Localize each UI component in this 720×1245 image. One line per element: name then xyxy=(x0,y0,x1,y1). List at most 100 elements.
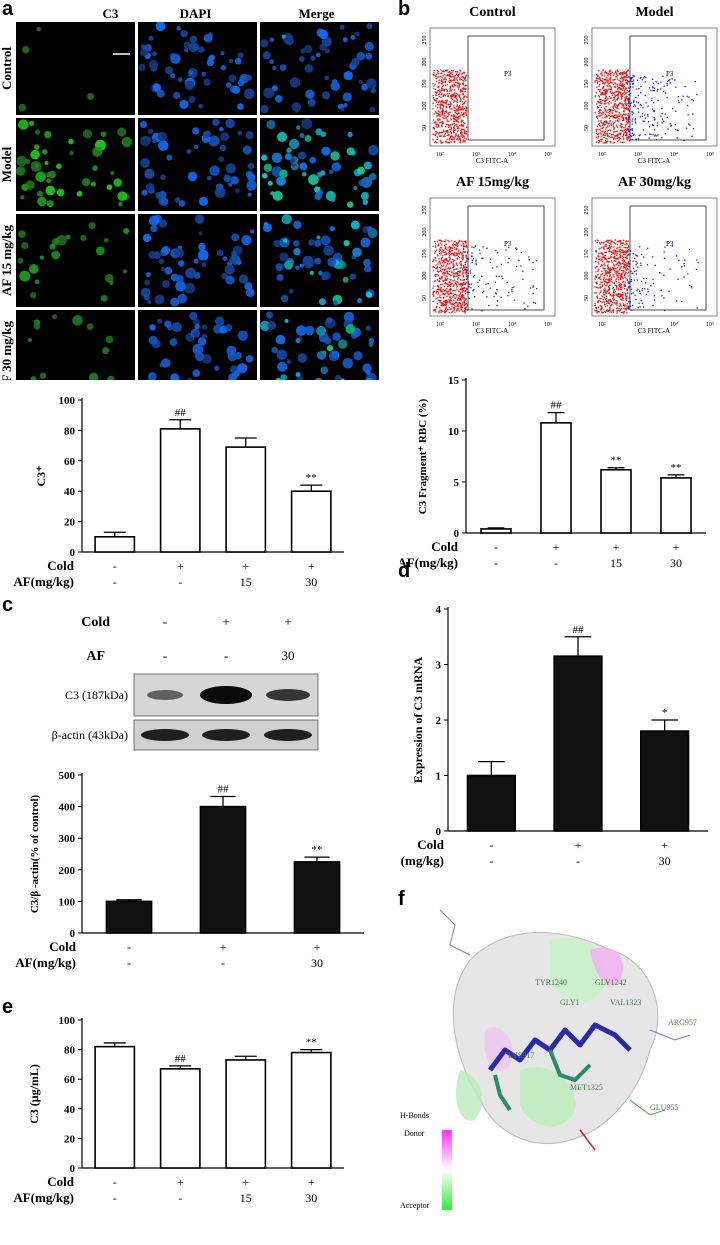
cold-value: + xyxy=(314,940,321,954)
event-red xyxy=(438,286,439,287)
event-red xyxy=(450,286,451,287)
c3-signal xyxy=(66,235,70,239)
event-blue xyxy=(640,116,641,117)
event-blue xyxy=(638,138,639,139)
event-red xyxy=(453,102,454,103)
event-red xyxy=(616,288,617,289)
event-blue xyxy=(688,114,689,115)
event-red xyxy=(620,257,621,258)
event-red xyxy=(444,241,445,242)
event-red xyxy=(596,77,597,78)
c3-signal xyxy=(92,165,98,171)
dapi-nucleus xyxy=(150,225,157,232)
event-red xyxy=(594,303,595,304)
event-red xyxy=(462,106,463,107)
merge-cell xyxy=(365,53,372,60)
event-red xyxy=(441,93,442,94)
event-red xyxy=(612,110,613,111)
merge-cell xyxy=(368,145,379,156)
event-red xyxy=(454,108,455,109)
event-red xyxy=(457,299,458,300)
event-red xyxy=(617,295,618,296)
event-red xyxy=(460,70,461,71)
event-red xyxy=(464,140,465,141)
event-red xyxy=(628,240,629,241)
merge-cell xyxy=(272,66,276,70)
event-blue xyxy=(661,113,662,114)
event-red xyxy=(620,306,621,307)
gate-label: P3 xyxy=(504,240,512,248)
merge-cell xyxy=(273,191,283,201)
event-red xyxy=(610,109,611,110)
event-blue xyxy=(645,102,646,103)
event-red xyxy=(445,272,446,273)
event-red xyxy=(619,119,620,120)
dapi-nucleus xyxy=(184,283,195,294)
event-red xyxy=(451,247,452,248)
event-red xyxy=(463,256,464,257)
event-blue xyxy=(479,253,480,254)
event-red xyxy=(439,240,440,241)
event-red xyxy=(620,85,621,86)
merge-cell xyxy=(310,271,314,275)
event-red xyxy=(624,92,625,93)
significance-label: ** xyxy=(306,472,317,484)
bar xyxy=(95,1047,134,1168)
merge-cell xyxy=(368,228,378,238)
event-red xyxy=(601,136,602,137)
merge-cell xyxy=(338,339,347,348)
event-red xyxy=(608,311,609,312)
event-red xyxy=(615,120,616,121)
af-value: 30 xyxy=(305,1191,317,1205)
event-red xyxy=(433,88,434,89)
event-red xyxy=(616,255,617,256)
event-red xyxy=(625,97,626,98)
event-red xyxy=(626,72,627,73)
event-red xyxy=(463,282,464,283)
event-red xyxy=(608,103,609,104)
event-red xyxy=(441,142,442,143)
event-red xyxy=(603,294,604,295)
merge-cell xyxy=(295,265,300,270)
event-red xyxy=(604,288,605,289)
event-red xyxy=(615,250,616,251)
event-blue xyxy=(507,282,508,283)
event-red xyxy=(619,247,620,248)
event-red xyxy=(456,268,457,269)
af-value: 15 xyxy=(240,575,252,589)
event-red xyxy=(450,118,451,119)
event-blue xyxy=(532,269,533,270)
event-red xyxy=(450,141,451,142)
event-blue xyxy=(696,94,697,95)
event-red xyxy=(445,89,446,90)
event-blue xyxy=(505,249,506,250)
event-red xyxy=(446,247,447,248)
event-red xyxy=(447,263,448,264)
merge-cell xyxy=(304,258,314,268)
cold-value: + xyxy=(575,838,582,852)
event-blue xyxy=(632,305,633,306)
if-tile xyxy=(138,214,257,307)
event-red xyxy=(435,100,436,101)
event-red xyxy=(608,280,609,281)
event-red xyxy=(605,299,606,300)
event-red xyxy=(628,69,629,70)
dapi-nucleus xyxy=(195,352,204,361)
event-red xyxy=(618,97,619,98)
merge-cell xyxy=(370,107,376,113)
event-red xyxy=(448,294,449,295)
event-red xyxy=(461,112,462,113)
event-red xyxy=(449,249,450,250)
event-blue xyxy=(652,109,653,110)
event-red xyxy=(614,99,615,100)
event-red xyxy=(444,115,445,116)
event-red xyxy=(619,303,620,304)
event-red xyxy=(456,264,457,265)
event-red xyxy=(623,300,624,301)
event-red xyxy=(602,261,603,262)
event-red xyxy=(441,121,442,122)
event-red xyxy=(457,271,458,272)
y-tick-label: 15 xyxy=(448,375,460,387)
event-red xyxy=(461,254,462,255)
